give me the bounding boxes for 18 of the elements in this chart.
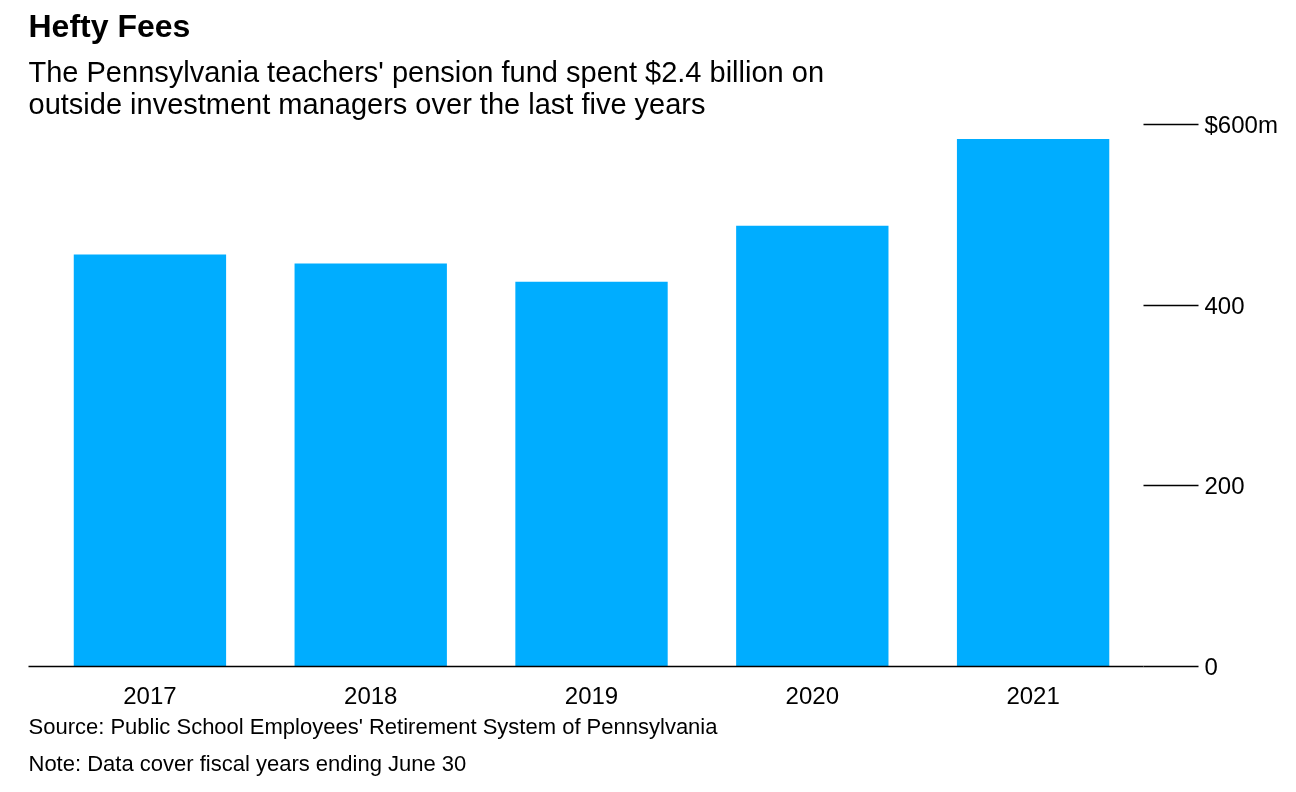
bar [956, 138, 1110, 667]
x-tick-label: 2020 [785, 681, 840, 709]
x-tick-label: 2019 [564, 681, 619, 709]
x-tick-label: 2021 [1006, 681, 1060, 709]
y-tick-label: 200 [1204, 472, 1245, 500]
bar [515, 281, 668, 667]
y-tick-label: 400 [1204, 291, 1245, 319]
chart-subtitle: The Pennsylvania teachers' pension fund spent $2.4 billion on outside investment managers over the last five years [28, 55, 825, 120]
text: Note: Data cover fiscal years ending June 30 [28, 750, 467, 776]
bar [73, 254, 227, 667]
source-note: Source: Public School Employees' Retirement System of Pennsylvania [28, 713, 719, 739]
bar [736, 225, 889, 667]
y-tick-label: 0 [1204, 653, 1218, 680]
y-tick-label: $600m [1204, 111, 1278, 138]
bar [294, 263, 447, 667]
chart-title: Hefty Fees [28, 7, 191, 44]
x-tick-label: 2018 [344, 681, 398, 709]
x-tick-label: 2017 [123, 681, 177, 709]
